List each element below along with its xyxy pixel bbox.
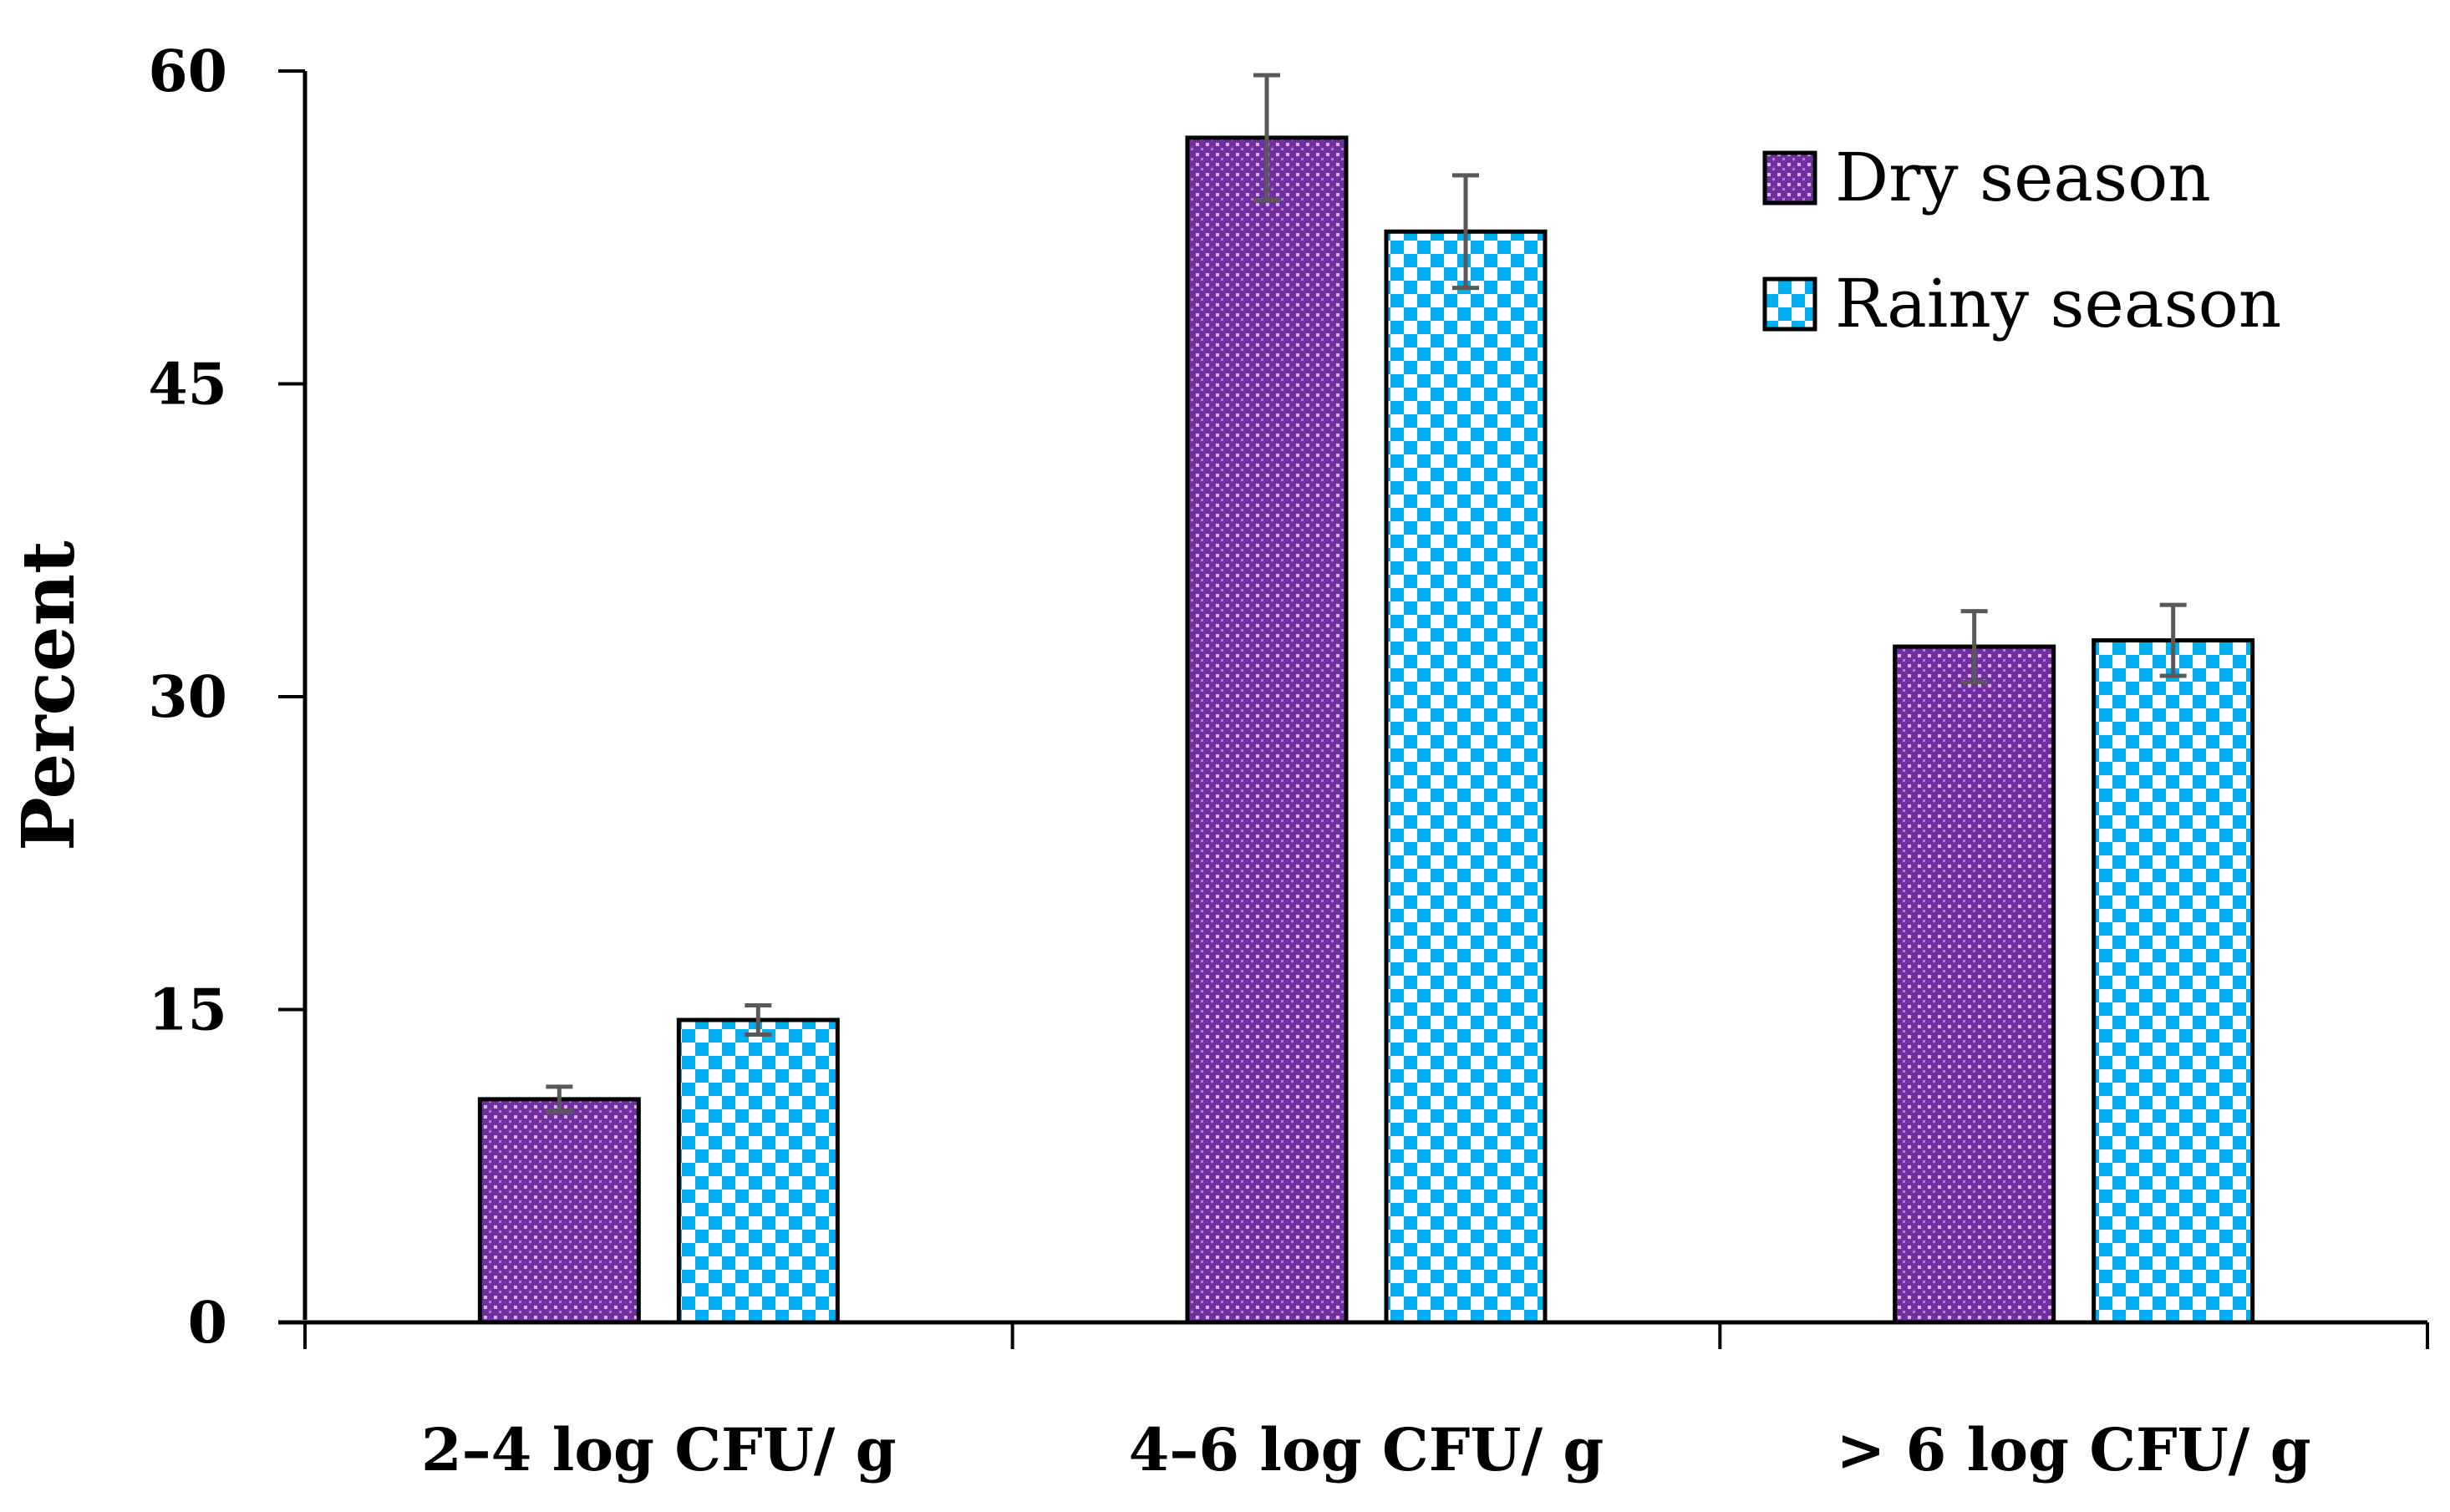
bar-rainy-season (2092, 638, 2255, 1325)
bar-rainy-season (676, 1017, 840, 1325)
legend-label-rainy-season: Rainy season (1835, 265, 2281, 342)
legend-swatch-dry-season (1762, 150, 1817, 205)
x-axis: 2–4 log CFU/ g 4–6 log CFU/ g > 6 log CFU/… (278, 1320, 2429, 1484)
y-axis-label: Percent (7, 540, 91, 851)
legend: Dry season Rainy season (1762, 139, 2281, 342)
y-tick-label: 45 (148, 352, 227, 419)
bars (477, 135, 2255, 1325)
x-ticks (303, 1322, 2429, 1349)
bar-dry-season (1893, 644, 2056, 1325)
bar-dry-season (1185, 135, 1349, 1325)
category-label: 2–4 log CFU/ g (421, 1415, 897, 1484)
bar-rainy-season (1384, 229, 1548, 1325)
bar-dry-season (477, 1097, 641, 1325)
y-tick-label: 15 (148, 977, 227, 1044)
y-tick-label: 60 (148, 38, 227, 105)
legend-label-dry-season: Dry season (1835, 139, 2211, 216)
category-label: > 6 log CFU/ g (1837, 1415, 2311, 1484)
error-bars (546, 73, 2187, 1114)
y-axis: 0 15 30 45 60 (148, 38, 308, 1357)
y-tick-label: 0 (188, 1290, 227, 1357)
y-tick-label: 30 (148, 664, 227, 731)
category-label: 4–6 log CFU/ g (1129, 1415, 1604, 1484)
legend-swatch-rainy-season (1762, 277, 1817, 332)
category-labels: 2–4 log CFU/ g 4–6 log CFU/ g > 6 log CFU/… (421, 1415, 2311, 1484)
y-ticks: 0 15 30 45 60 (148, 38, 305, 1357)
